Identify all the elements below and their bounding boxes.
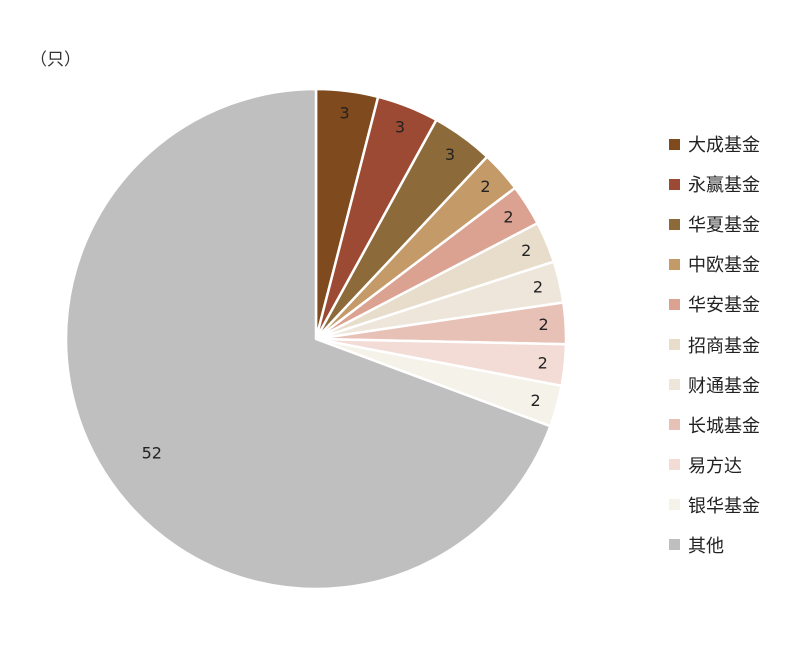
legend-item: 财通基金 — [669, 365, 760, 405]
legend-label: 易方达 — [688, 455, 742, 477]
legend-label: 华安基金 — [688, 295, 760, 317]
slice-value-label: 2 — [533, 277, 543, 296]
legend-swatch — [669, 419, 680, 431]
legend-item: 招商基金 — [669, 324, 760, 364]
legend-item: 易方达 — [669, 445, 760, 485]
legend-item: 华夏基金 — [669, 204, 760, 244]
chart-legend: 大成基金永赢基金华夏基金中欧基金华安基金招商基金财通基金长城基金易方达银华基金其… — [669, 124, 760, 565]
legend-label: 其他 — [688, 535, 724, 557]
unit-label: （只） — [30, 50, 81, 70]
legend-swatch — [669, 258, 680, 270]
slice-value-label: 2 — [503, 207, 513, 226]
legend-item: 长城基金 — [669, 405, 760, 445]
legend-label: 财通基金 — [688, 375, 760, 397]
slice-value-label: 3 — [445, 145, 455, 164]
legend-swatch — [669, 178, 680, 190]
slice-value-label: 2 — [538, 315, 548, 334]
legend-swatch — [669, 499, 680, 511]
slice-value-label: 52 — [142, 444, 162, 463]
legend-label: 华夏基金 — [688, 215, 760, 237]
legend-item: 华安基金 — [669, 284, 760, 324]
slice-value-label: 2 — [521, 241, 531, 260]
legend-label: 中欧基金 — [688, 255, 760, 277]
legend-label: 大成基金 — [688, 135, 760, 157]
legend-label: 永赢基金 — [688, 175, 760, 197]
legend-swatch — [669, 339, 680, 351]
legend-label: 银华基金 — [688, 495, 760, 517]
legend-swatch — [669, 379, 680, 391]
slice-value-label: 2 — [538, 353, 548, 372]
legend-label: 招商基金 — [688, 335, 760, 357]
legend-label: 长城基金 — [688, 415, 760, 437]
legend-item: 大成基金 — [669, 124, 760, 164]
legend-swatch — [669, 138, 680, 150]
slice-value-label: 3 — [395, 118, 405, 137]
legend-item: 银华基金 — [669, 485, 760, 525]
legend-item: 其他 — [669, 525, 760, 565]
legend-swatch — [669, 459, 680, 471]
slice-value-label: 2 — [480, 177, 490, 196]
legend-swatch — [669, 298, 680, 310]
legend-item: 中欧基金 — [669, 244, 760, 284]
legend-swatch — [669, 539, 680, 551]
slice-value-label: 3 — [339, 103, 349, 122]
pie-slice — [64, 87, 552, 591]
legend-item: 永赢基金 — [669, 164, 760, 204]
legend-swatch — [669, 218, 680, 230]
pie-slices — [64, 87, 568, 591]
slice-value-label: 2 — [531, 391, 541, 410]
